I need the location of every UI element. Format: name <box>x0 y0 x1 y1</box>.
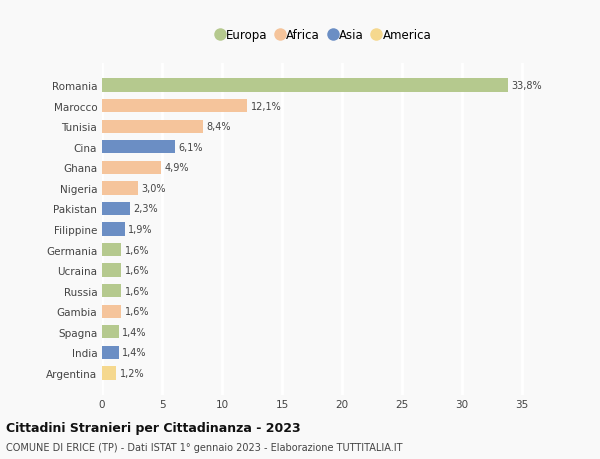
Text: 1,9%: 1,9% <box>128 224 153 235</box>
Text: 6,1%: 6,1% <box>179 142 203 152</box>
Text: 8,4%: 8,4% <box>206 122 231 132</box>
Bar <box>102 223 125 236</box>
Text: 3,0%: 3,0% <box>142 184 166 194</box>
Bar <box>102 285 121 298</box>
Text: Cittadini Stranieri per Cittadinanza - 2023: Cittadini Stranieri per Cittadinanza - 2… <box>6 421 301 434</box>
Text: 1,4%: 1,4% <box>122 327 147 337</box>
Text: 1,4%: 1,4% <box>122 347 147 358</box>
Legend: Europa, Africa, Asia, America: Europa, Africa, Asia, America <box>212 24 436 46</box>
Bar <box>102 182 138 195</box>
Text: 1,2%: 1,2% <box>120 368 145 378</box>
Text: 1,6%: 1,6% <box>125 265 149 275</box>
Bar <box>102 264 121 277</box>
Text: 2,3%: 2,3% <box>133 204 158 214</box>
Bar <box>102 325 119 339</box>
Text: 4,9%: 4,9% <box>164 163 189 173</box>
Bar <box>102 346 119 359</box>
Text: 33,8%: 33,8% <box>511 81 542 91</box>
Bar <box>102 161 161 174</box>
Bar <box>102 243 121 257</box>
Bar <box>102 100 247 113</box>
Bar <box>102 141 175 154</box>
Text: 1,6%: 1,6% <box>125 245 149 255</box>
Text: 1,6%: 1,6% <box>125 286 149 296</box>
Bar <box>102 366 116 380</box>
Text: 12,1%: 12,1% <box>251 101 281 112</box>
Bar <box>102 120 203 134</box>
Bar <box>102 79 508 93</box>
Text: 1,6%: 1,6% <box>125 307 149 317</box>
Text: COMUNE DI ERICE (TP) - Dati ISTAT 1° gennaio 2023 - Elaborazione TUTTITALIA.IT: COMUNE DI ERICE (TP) - Dati ISTAT 1° gen… <box>6 442 403 452</box>
Bar <box>102 305 121 318</box>
Bar <box>102 202 130 216</box>
